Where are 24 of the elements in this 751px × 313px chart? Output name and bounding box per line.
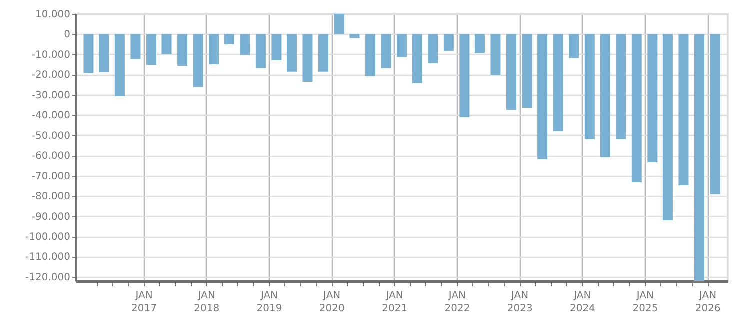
x-tick-label: JAN 2024 [570,290,596,313]
y-tick-label: -10.000 [32,50,70,61]
y-tick-label: -120.000 [26,272,70,284]
x-tick-label: JAN 2017 [132,290,158,313]
y-tick-label: -30.000 [32,90,70,102]
x-tick-label: JAN 2023 [507,290,533,313]
y-tick-label: -50.000 [32,130,70,142]
x-tick-label: JAN 2019 [256,290,282,313]
y-tick-label: -70.000 [32,171,70,182]
y-tick-label: -20.000 [32,70,70,82]
y-tick-label: -90.000 [32,212,70,223]
x-tick-label: JAN 2021 [382,290,408,313]
y-tick-label: -80.000 [32,192,70,203]
x-tick-label: JAN 2020 [319,290,345,313]
y-tick-label: -40.000 [32,110,70,122]
x-tick-label: JAN 2018 [194,290,220,313]
y-tick-label: -60.000 [32,151,70,162]
y-tick-label: -100.000 [26,232,70,243]
x-tick-label: JAN 2026 [695,290,721,313]
y-tick-label: 10.000 [36,10,70,20]
x-tick-label: JAN 2022 [444,290,470,313]
x-tick-label: JAN 2025 [632,290,658,313]
y-tick-label: -110.000 [26,252,70,264]
y-tick-label: 0 [64,30,70,41]
